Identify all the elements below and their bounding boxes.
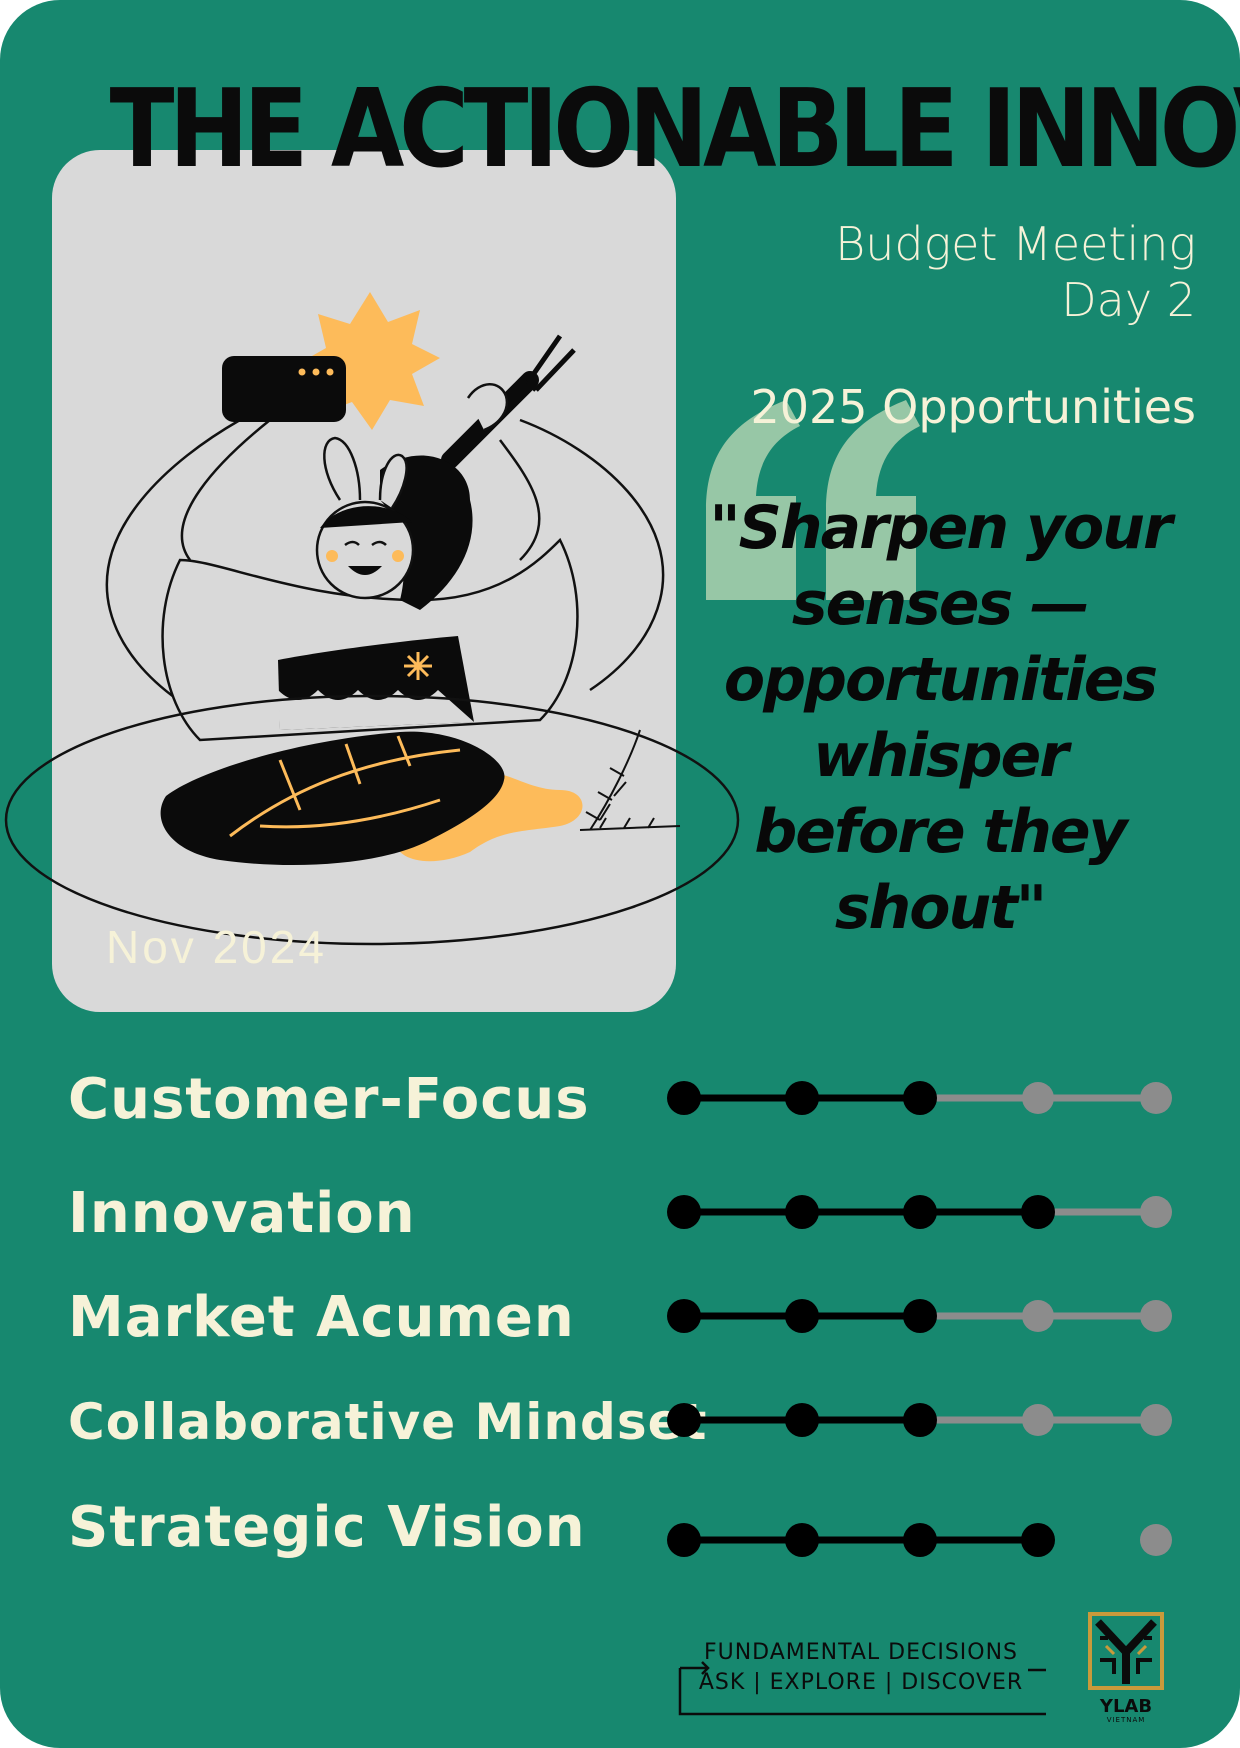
skill-label: Strategic Vision <box>68 1495 586 1560</box>
rating-dot-filled <box>903 1403 937 1437</box>
rating-dot-empty <box>1140 1082 1172 1114</box>
ylab-logo-icon <box>1088 1612 1164 1690</box>
rating-dot-filled <box>667 1195 701 1229</box>
rating-dot-filled <box>785 1081 819 1115</box>
footer-line-1: FUNDAMENTAL DECISIONS <box>703 1640 1019 1665</box>
footer-line-2: ASK | EXPLORE | DISCOVER <box>698 1670 1024 1695</box>
logo-name: YLAB <box>1099 1696 1153 1717</box>
rating-dot-filled <box>785 1403 819 1437</box>
date-label: Nov 2024 <box>106 921 327 973</box>
skill-rating <box>667 1403 1172 1437</box>
rating-dot-filled <box>667 1403 701 1437</box>
footer-tagline: FUNDAMENTAL DECISIONS ASK | EXPLORE | DI… <box>676 1634 1046 1718</box>
rating-dot-empty <box>1140 1524 1172 1556</box>
rating-dot-filled <box>903 1523 937 1557</box>
skill-rating <box>667 1195 1172 1229</box>
rating-dot-filled <box>785 1195 819 1229</box>
skill-label: Market Acumen <box>68 1285 575 1350</box>
skill-label: Collaborative Mindset <box>68 1393 708 1451</box>
skill-rating <box>667 1299 1172 1333</box>
rating-dot-filled <box>667 1299 701 1333</box>
rating-dot-filled <box>1021 1195 1055 1229</box>
skill-rating <box>667 1523 1172 1557</box>
rating-dot-filled <box>785 1299 819 1333</box>
meeting-day: Day 2 <box>1061 273 1196 327</box>
rating-dot-empty <box>1140 1196 1172 1228</box>
skill-row: Market Acumen <box>0 1268 1240 1368</box>
meeting-title: Budget Meeting <box>835 217 1196 271</box>
logo-sub: VIETNAM <box>1106 1716 1146 1724</box>
ylab-logo: YLAB VIETNAM <box>1086 1612 1166 1724</box>
skill-rating <box>667 1081 1172 1115</box>
rating-dot-empty <box>1022 1082 1054 1114</box>
skill-row: Strategic Vision <box>0 1478 1240 1578</box>
rating-dot-filled <box>903 1081 937 1115</box>
poster-title: THE ACTIONABLE INNOVATOR <box>109 67 1240 192</box>
rating-dot-filled <box>667 1523 701 1557</box>
rating-dot-empty <box>1022 1300 1054 1332</box>
skill-row: Collaborative Mindset <box>0 1372 1240 1472</box>
skill-label: Customer-Focus <box>68 1067 590 1132</box>
rating-dot-filled <box>667 1081 701 1115</box>
skill-row: Customer-Focus <box>0 1050 1240 1150</box>
rating-dot-filled <box>903 1195 937 1229</box>
meeting-info: Budget Meeting Day 2 <box>716 216 1196 328</box>
quote-mark-icon <box>706 400 920 600</box>
rating-dot-empty <box>1140 1300 1172 1332</box>
opportunities-heading: 2025 Opportunities <box>750 380 1196 434</box>
skill-label: Innovation <box>68 1181 416 1246</box>
quote-text: "Sharpen your senses — opportunities whi… <box>709 493 1172 943</box>
footer-bracket-icon <box>678 1661 1046 1716</box>
rating-dot-filled <box>1021 1523 1055 1557</box>
illustration-panel <box>52 150 676 1012</box>
rating-dot-filled <box>903 1299 937 1333</box>
rating-dot-filled <box>785 1523 819 1557</box>
skill-row: Innovation <box>0 1164 1240 1264</box>
rating-dot-empty <box>1140 1404 1172 1436</box>
rating-dot-empty <box>1022 1404 1054 1436</box>
